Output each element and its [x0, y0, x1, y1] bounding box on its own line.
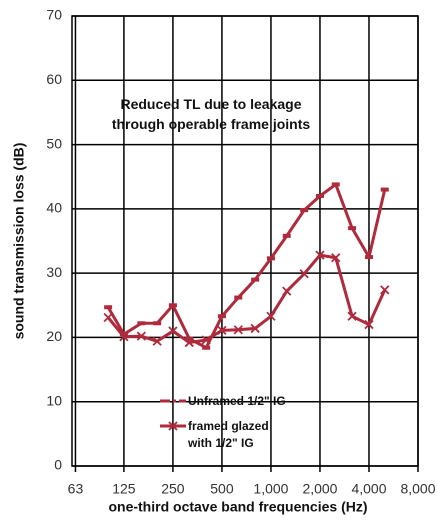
marker	[347, 311, 357, 321]
marker	[185, 336, 194, 341]
y-axis-label: sound transmission loss (dB)	[11, 143, 27, 340]
marker	[152, 336, 162, 346]
annotation: Reduced TL due to leakage through operab…	[96, 94, 326, 134]
x-tick-label: 1,000	[253, 481, 288, 497]
x-tick-label: 2,000	[302, 481, 337, 497]
x-tick-label: 4,000	[351, 481, 386, 497]
marker	[119, 332, 129, 342]
x-axis-label: one-third octave band frequencies (Hz)	[108, 499, 367, 515]
marker	[299, 269, 309, 279]
marker	[201, 335, 211, 345]
marker	[168, 303, 177, 308]
x-tick-label: 125	[112, 481, 136, 497]
marker	[380, 285, 390, 295]
marker	[153, 321, 162, 326]
y-tick-label: 40	[46, 200, 62, 216]
x-tick-label: 500	[210, 481, 234, 497]
marker	[364, 319, 374, 330]
marker	[266, 311, 276, 321]
marker	[348, 226, 357, 231]
marker	[136, 331, 146, 341]
y-tick-label: 0	[54, 457, 62, 473]
marker	[315, 250, 325, 260]
marker	[168, 326, 178, 336]
x-tick-label: 8,000	[400, 481, 435, 497]
x-tick-label: 63	[68, 481, 84, 497]
marker	[282, 286, 292, 296]
legend-marker	[168, 421, 178, 431]
y-tick-label: 10	[46, 392, 62, 408]
annotation-line: through operable frame joints	[111, 116, 311, 132]
y-tick-label: 70	[46, 7, 62, 23]
marker	[233, 325, 243, 335]
x-tick-label: 250	[161, 481, 185, 497]
marker	[251, 277, 260, 282]
marker	[331, 253, 341, 263]
marker	[380, 187, 389, 192]
y-tick-label: 60	[46, 71, 62, 87]
marker	[300, 208, 309, 213]
y-tick-label: 20	[46, 328, 62, 344]
marker	[217, 325, 227, 335]
marker	[234, 295, 243, 300]
marker	[364, 255, 373, 260]
marker	[315, 194, 324, 198]
marker	[184, 337, 194, 348]
marker	[250, 323, 260, 334]
marker	[266, 256, 275, 261]
marker	[119, 332, 128, 337]
y-tick-label: 50	[46, 135, 62, 151]
legend-label: Unframed 1/2" IG	[188, 394, 286, 408]
marker	[103, 312, 113, 323]
y-tick-label: 30	[46, 264, 62, 280]
marker	[202, 345, 211, 350]
marker	[331, 182, 340, 187]
marker	[137, 321, 146, 326]
marker	[282, 233, 291, 238]
marker	[104, 305, 113, 310]
legend-label: framed glazed with 1/2" IG	[188, 419, 269, 450]
annotation-line: Reduced TL due to leakage	[120, 96, 302, 112]
marker	[217, 314, 226, 319]
series-line	[106, 253, 387, 345]
